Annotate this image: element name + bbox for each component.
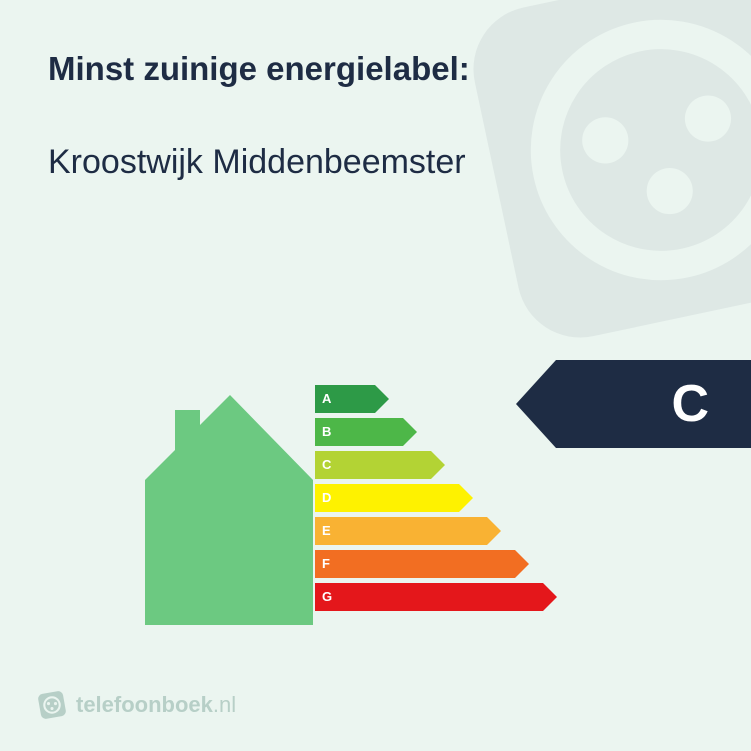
energy-bar-label: A xyxy=(322,391,331,406)
indicator-arrow-icon xyxy=(516,360,751,448)
footer-logo-icon xyxy=(38,691,66,719)
energy-bar-shape-icon xyxy=(315,550,529,578)
energy-bar-label: E xyxy=(322,523,331,538)
card-subtitle: Kroostwijk Middenbeemster xyxy=(48,143,703,182)
energy-bar-label: C xyxy=(322,457,331,472)
rating-indicator: C xyxy=(516,360,751,453)
energy-bar-shape-icon xyxy=(315,451,445,479)
footer-tld: .nl xyxy=(213,692,236,717)
rating-letter: C xyxy=(671,374,709,434)
energy-bar-shape-icon xyxy=(315,484,473,512)
house-icon xyxy=(145,395,313,625)
energy-bar-label: B xyxy=(322,424,331,439)
energy-bar-shape-icon xyxy=(315,583,557,611)
energy-label-card: Minst zuinige energielabel: Kroostwijk M… xyxy=(0,0,751,751)
footer: telefoonboek.nl xyxy=(38,691,236,719)
energy-bar-label: F xyxy=(322,556,330,571)
energy-bar-shape-icon xyxy=(315,517,501,545)
energy-bar-label: G xyxy=(322,589,332,604)
footer-brand: telefoonboek xyxy=(76,692,213,717)
energy-bar-label: D xyxy=(322,490,331,505)
footer-text: telefoonboek.nl xyxy=(76,692,236,718)
card-title: Minst zuinige energielabel: xyxy=(48,50,703,88)
